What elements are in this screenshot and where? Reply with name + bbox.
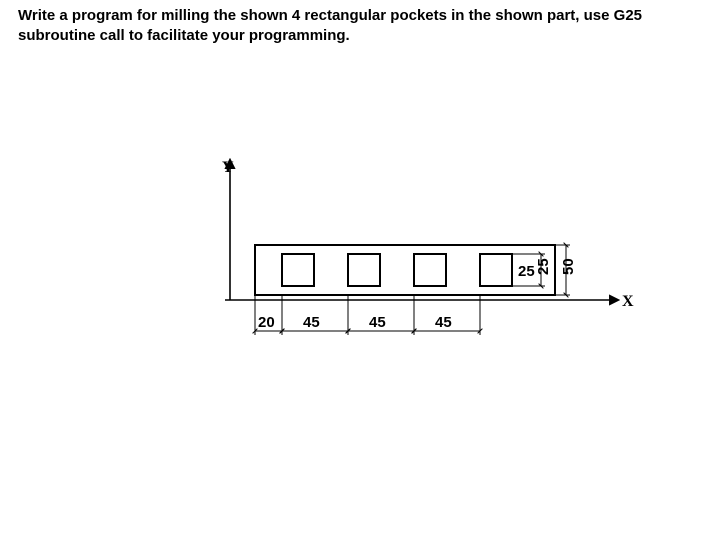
pocket-2 <box>348 254 380 286</box>
hdim-label-2: 45 <box>369 314 386 331</box>
hdim-label-3: 45 <box>435 314 452 331</box>
vdim-label-1: 50 <box>560 258 577 275</box>
y-axis-label: Y <box>222 159 234 176</box>
pocket-3 <box>414 254 446 286</box>
pocket-1 <box>282 254 314 286</box>
page-root: Write a program for milling the shown 4 … <box>0 0 720 540</box>
vdim-label-0: 25 <box>535 258 552 275</box>
x-axis-label: X <box>622 293 634 310</box>
hdim-label-0: 20 <box>258 314 275 331</box>
diagram-canvas: Y X 2525 50 20 45 45 45 <box>0 0 720 540</box>
pocket-width-label: 25 <box>518 263 535 280</box>
hdim-label-1: 45 <box>303 314 320 331</box>
pocket-4 <box>480 254 512 286</box>
